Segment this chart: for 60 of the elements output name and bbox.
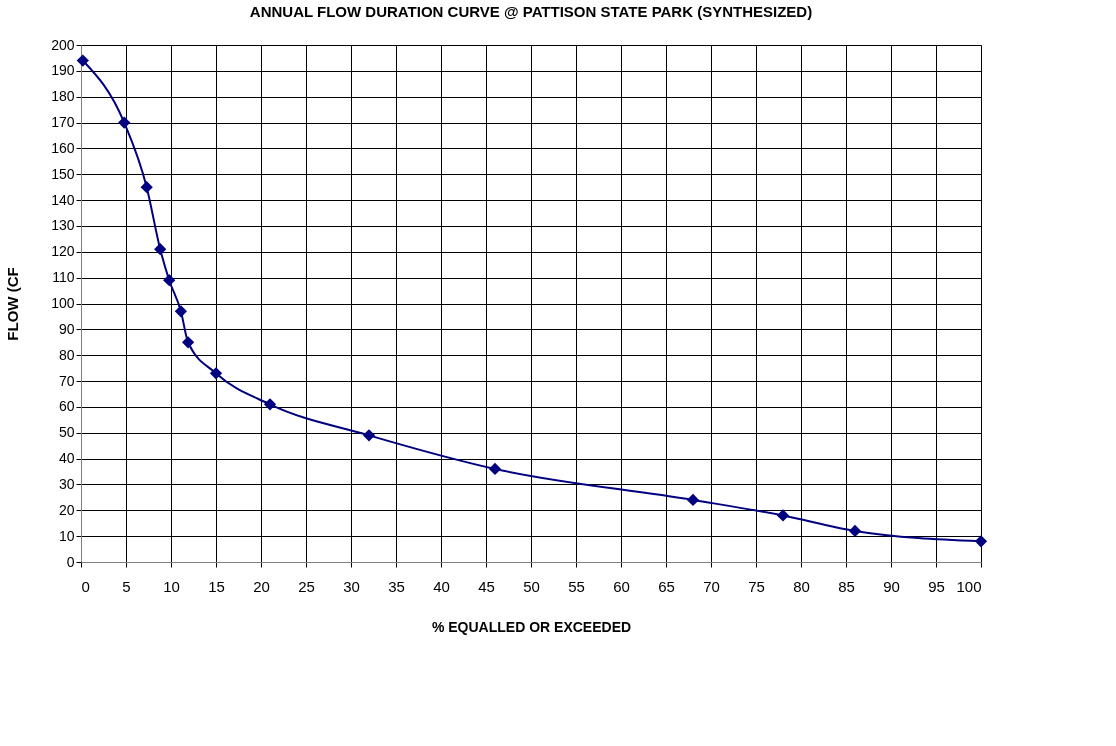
point	[776, 509, 790, 522]
y-tick-label: 120	[51, 243, 75, 260]
x-tick-label: 55	[568, 577, 585, 595]
y-tick-label: 70	[58, 372, 75, 389]
x-tick-label: 10	[163, 577, 180, 595]
y-tick-label: 10	[58, 527, 75, 544]
point	[154, 243, 167, 256]
x-tick-label: 15	[208, 577, 225, 595]
point	[686, 493, 700, 507]
x-tick-label: 90	[883, 577, 900, 595]
point	[174, 305, 188, 318]
y-tick-label: 90	[58, 320, 75, 337]
y-tick-label: 100	[51, 295, 75, 311]
y-axis-title: FLOW (CF	[4, 267, 22, 341]
point	[140, 181, 153, 194]
y-tick-label: 40	[58, 450, 75, 467]
x-tick-label: 20	[253, 577, 270, 595]
y-tick-label: 150	[51, 165, 75, 182]
x-tick-label: 70	[703, 577, 720, 595]
point	[263, 398, 277, 411]
x-tick-label: 35	[388, 577, 405, 595]
point	[163, 274, 176, 287]
x-axis-title: % EQUALLED OR EXCEEDED	[431, 618, 632, 635]
y-tick-label: 200	[51, 36, 75, 53]
chart-title: ANNUAL FLOW DURATION CURVE @ PATTISON STATE PARK (SYNTHESIZED)	[249, 3, 813, 20]
point	[76, 54, 89, 67]
y-tick-label: 50	[58, 424, 75, 441]
y-tick-label: 160	[51, 139, 75, 156]
y-tick-label: 110	[52, 269, 75, 286]
y-tick-label: 0	[66, 553, 75, 570]
x-tick-label: 85	[838, 577, 855, 595]
point	[181, 336, 195, 349]
y-tick-label: 140	[51, 191, 75, 208]
point	[488, 462, 502, 476]
y-tick-label: 20	[58, 501, 75, 518]
y-tick-label: 170	[51, 114, 75, 131]
y-tick-label: 180	[51, 88, 75, 105]
x-tick-label: 30	[343, 577, 360, 595]
x-tick-label: 0	[81, 577, 90, 595]
point	[118, 116, 131, 129]
y-tick-label: 190	[51, 62, 75, 79]
point	[209, 367, 223, 380]
x-tick-label: 25	[298, 577, 315, 595]
y-tick-label: 60	[58, 398, 75, 415]
x-tick-label: 75	[748, 577, 765, 595]
x-tick-label: 40	[433, 577, 450, 595]
x-tick-label: 60	[613, 577, 630, 595]
x-tick-label: 50	[523, 577, 540, 595]
y-tick-label: 80	[58, 346, 75, 363]
x-tick-label: 95	[928, 577, 945, 595]
y-tick-label: 130	[51, 217, 75, 234]
x-tick-label: 5	[122, 577, 131, 595]
point	[848, 524, 862, 538]
point	[362, 429, 376, 442]
y-tick-label: 30	[58, 475, 75, 492]
x-tick-label: 100	[956, 577, 982, 595]
point	[974, 535, 988, 548]
x-tick-label: 65	[658, 577, 675, 595]
x-tick-label: 80	[793, 577, 810, 595]
x-tick-label: 45	[478, 577, 495, 595]
